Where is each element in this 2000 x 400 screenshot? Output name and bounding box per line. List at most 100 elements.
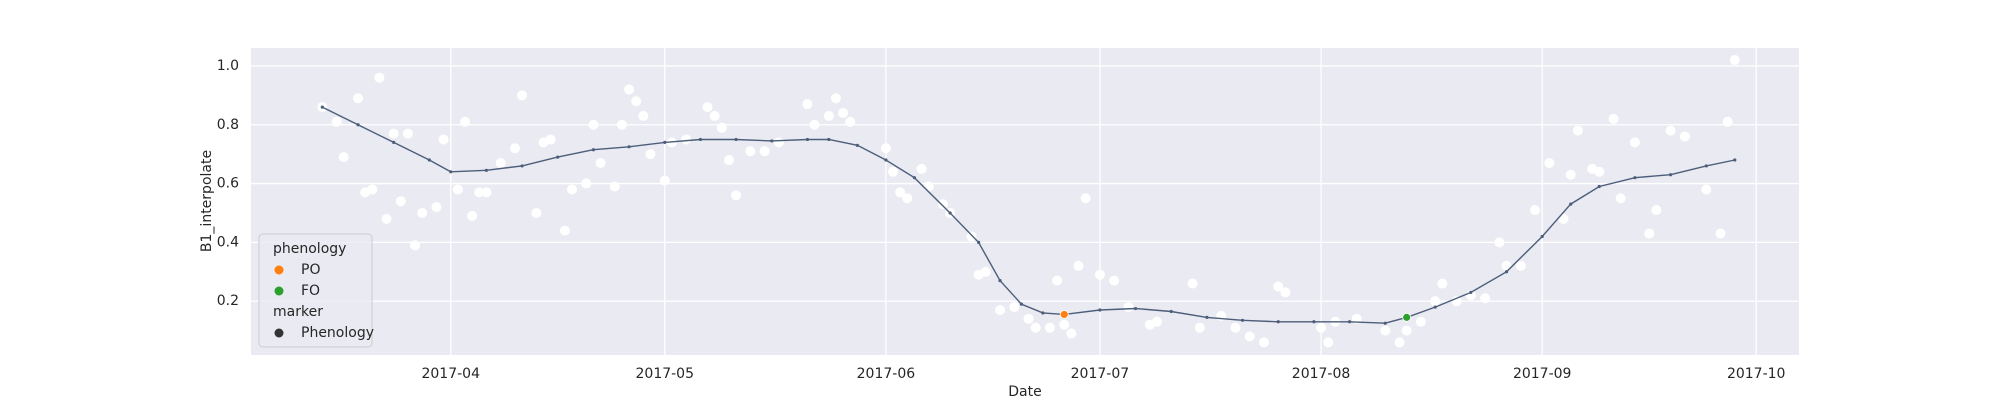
observed-point [1651, 205, 1662, 216]
observed-point [509, 143, 520, 154]
interpolated-dot [520, 164, 524, 168]
interpolated-dot [1133, 306, 1138, 311]
observed-point [388, 128, 399, 139]
observed-point [1401, 325, 1412, 336]
observed-point [1715, 228, 1726, 239]
observed-point [338, 152, 349, 163]
observed-point [467, 210, 478, 221]
interpolated-dot [884, 158, 888, 162]
observed-point [624, 84, 635, 95]
legend-marker [274, 265, 284, 275]
interpolated-dot [734, 137, 738, 142]
observed-point [1558, 213, 1569, 224]
interpolated-dot [1668, 173, 1673, 177]
observed-point [517, 90, 528, 101]
y-tick-label: 0.8 [217, 117, 239, 133]
observed-point [631, 96, 642, 107]
observed-point [1052, 275, 1063, 286]
interpolated-dot [1019, 302, 1024, 306]
observed-point [559, 225, 570, 236]
plot-background [251, 48, 1799, 355]
observed-point [1194, 322, 1205, 333]
observed-point [531, 207, 542, 218]
observed-point [1109, 275, 1120, 286]
observed-point [723, 155, 734, 166]
observed-point [966, 231, 977, 242]
observed-point [1644, 228, 1655, 239]
x-tick-label: 2017-10 [1727, 366, 1786, 382]
interpolated-dot [1597, 184, 1601, 189]
observed-point [888, 166, 899, 177]
observed-point [1187, 278, 1198, 289]
phenology-point [1402, 312, 1412, 322]
observed-point [1230, 322, 1241, 333]
observed-point [1494, 237, 1505, 248]
y-tick-label: 0.6 [217, 176, 239, 192]
observed-point [1430, 296, 1441, 307]
y-tick-label: 0.4 [217, 234, 239, 250]
interpolated-dot [948, 211, 952, 215]
observed-point [773, 137, 784, 148]
interpolated-dot [591, 148, 596, 152]
observed-point [331, 116, 342, 127]
observed-point [745, 146, 756, 157]
interpolated-dot [427, 158, 431, 162]
interpolated-dot [1633, 176, 1637, 180]
interpolated-dot [805, 137, 810, 142]
observed-point [1515, 260, 1526, 271]
observed-point [588, 119, 599, 130]
observed-point [995, 305, 1006, 316]
observed-point [759, 146, 770, 157]
observed-point [1501, 260, 1512, 271]
observed-point [1030, 322, 1041, 333]
observed-point [1729, 55, 1740, 66]
observed-point [830, 93, 841, 104]
legend-label: PO [301, 262, 320, 278]
y-axis-label: B1_interpolate [199, 150, 215, 252]
x-tick-label: 2017-06 [857, 366, 916, 382]
observed-point [1073, 260, 1084, 271]
legend-title: phenology [273, 241, 346, 257]
observed-point [659, 175, 670, 186]
observed-point [916, 163, 927, 174]
observed-point [481, 187, 492, 198]
observed-point [595, 157, 606, 168]
observed-point [731, 190, 742, 201]
observed-point [880, 143, 891, 154]
x-tick-label: 2017-07 [1071, 366, 1130, 382]
observed-point [395, 196, 406, 207]
y-tick-label: 0.2 [217, 293, 239, 309]
legend-label: Phenology [301, 325, 374, 341]
interpolated-dot [770, 139, 774, 143]
observed-point [474, 187, 485, 198]
interpolated-dot [977, 240, 981, 244]
observed-point [1323, 337, 1334, 348]
observed-point [567, 184, 578, 195]
interpolated-dot [1098, 308, 1102, 312]
observed-point [1066, 328, 1077, 339]
interpolated-dot [1569, 202, 1573, 206]
observed-point [381, 213, 392, 224]
observed-point [802, 99, 813, 110]
phenology-point [1059, 310, 1069, 319]
observed-point [402, 128, 413, 139]
interpolated-dot [356, 123, 360, 127]
x-tick-label: 2017-04 [421, 366, 480, 382]
interpolated-dot [1383, 321, 1387, 325]
observed-point [1480, 293, 1491, 304]
observed-point [923, 181, 934, 192]
observed-point [460, 116, 471, 127]
interpolated-dot [320, 105, 324, 109]
interpolated-dot [1347, 320, 1352, 324]
observed-point [937, 199, 948, 210]
interpolated-dot [827, 137, 831, 142]
observed-point [1316, 322, 1327, 333]
observed-point [838, 107, 849, 118]
observed-point [709, 110, 720, 121]
observed-point [1273, 281, 1284, 292]
observed-point [1415, 316, 1426, 327]
observed-point [1059, 319, 1070, 330]
observed-point [702, 102, 713, 113]
interpolated-dot [1504, 270, 1509, 274]
